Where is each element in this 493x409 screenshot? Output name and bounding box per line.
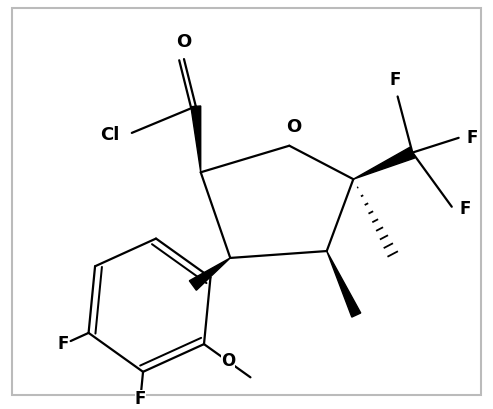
Text: O: O: [221, 352, 235, 370]
Polygon shape: [189, 258, 230, 290]
Polygon shape: [327, 251, 361, 317]
Text: O: O: [286, 118, 302, 136]
Text: F: F: [466, 129, 478, 147]
Text: F: F: [58, 335, 69, 353]
Text: F: F: [459, 200, 471, 218]
Text: O: O: [176, 33, 192, 51]
Text: Cl: Cl: [101, 126, 120, 144]
Text: F: F: [390, 71, 401, 89]
Polygon shape: [191, 106, 201, 172]
Polygon shape: [353, 147, 415, 179]
Text: F: F: [135, 390, 146, 408]
